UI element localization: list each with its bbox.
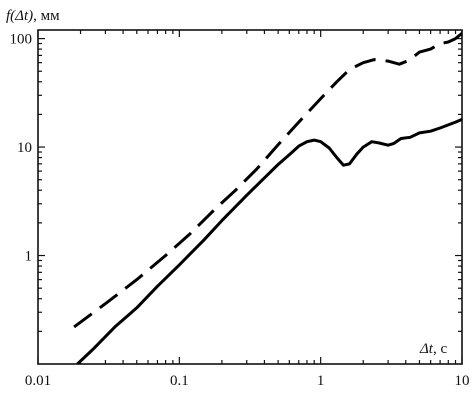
y-axis-variable: f(Δt) [6, 8, 33, 24]
plot-frame [37, 29, 463, 365]
x-axis-title: Δt, с [419, 341, 447, 357]
x-tick-label: 0.1 [170, 373, 189, 389]
x-tick-label: 1 [317, 373, 325, 389]
series-line-solid [76, 118, 462, 364]
series-layer [73, 32, 462, 364]
x-axis-variable: Δt [419, 341, 434, 357]
y-tick-label: 10 [17, 140, 32, 156]
y-tick-label: 1 [25, 249, 33, 265]
x-axis-unit: , с [433, 341, 448, 357]
x-tick-label: 10 [455, 373, 470, 389]
x-axis-ticks: 0.01 0.1 1 10 [25, 30, 470, 389]
y-tick-label: 100 [10, 32, 33, 48]
x-tick-label: 0.01 [25, 373, 51, 389]
y-axis-unit: , мм [33, 8, 60, 24]
y-axis-title: f(Δt), мм [6, 8, 60, 24]
series-line-dashed [73, 32, 462, 329]
y-axis-ticks: 1 10 100 [10, 32, 462, 332]
